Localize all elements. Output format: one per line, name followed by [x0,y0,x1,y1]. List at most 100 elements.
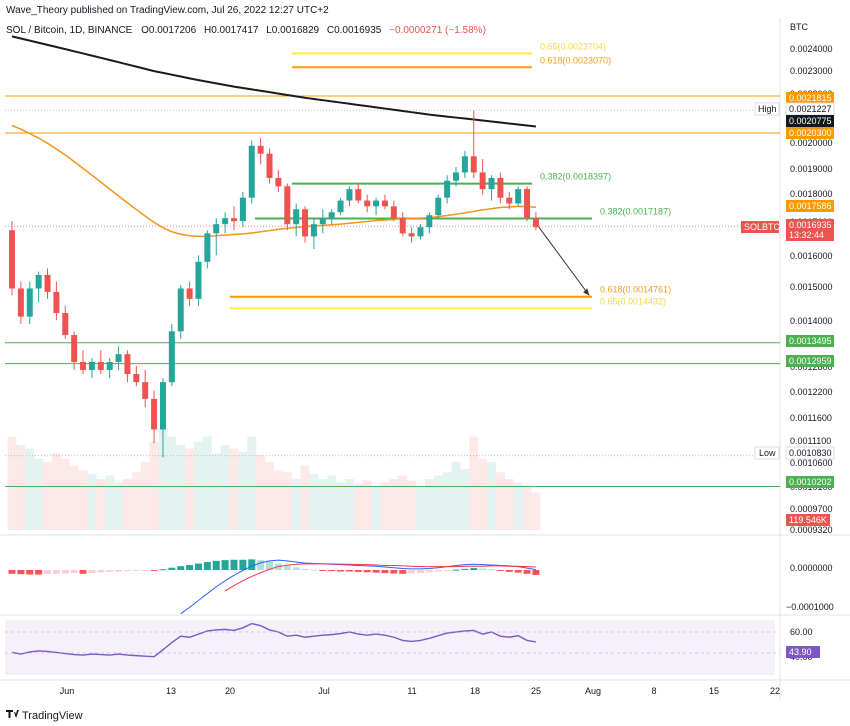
ohlc-change: −0.0000271 (−1.58%) [389,25,486,36]
candle-body [35,274,42,289]
candle-body [62,313,69,336]
price-tick-label: 0.0023000 [790,66,833,76]
candle-body [373,200,380,207]
candle-body [222,218,229,225]
candle-body [355,189,362,201]
candle-body [9,230,15,289]
fib-label-0618-top: 0.618(0.0023070) [540,55,611,65]
volume-bar [34,458,44,530]
macd-histogram-bar [123,570,131,572]
badge-level-2: 0.0020300 [789,128,832,138]
volume-bar [495,472,505,530]
macd-histogram-bar [310,569,318,571]
tradingview-logo: TradingView [6,710,83,722]
rsi-line [11,622,537,658]
candle-body [470,156,477,173]
candle-body [133,373,140,383]
price-tick-label: 0.0019000 [790,164,833,174]
price-tick-label: 0.0018000 [790,189,833,199]
volume-bar [123,479,132,530]
macd-histogram-bar [88,570,96,574]
volume-bar [185,448,195,530]
candle-body [168,331,175,383]
candle-body [177,288,184,332]
volume-bar [105,475,115,530]
volume-bar [487,462,496,530]
candle-body [328,212,335,219]
low-value: 0.0010830 [789,448,832,458]
fib-label-065-bottom: 0.65(0.0014432) [600,296,666,306]
fib-label-0618-bottom: 0.618(0.0014761) [600,285,671,295]
candle-body [293,209,300,225]
fib-labels: 0.65(0.0023704) 0.618(0.0023070) 0.382(0… [540,41,671,306]
candle-body [151,398,158,430]
macd-histogram-bar [248,559,256,570]
volume-bar [229,448,239,530]
volume-bar [291,479,301,530]
volume-bar [78,470,88,530]
macd-histogram-bar [8,570,16,574]
candle-body [17,288,24,317]
macd-histogram-bar [221,560,229,570]
price-tick-label: 0.0020000 [790,138,833,148]
symbol-badge: SOLBTC [744,222,781,232]
time-axis: Jun 13 20 Jul 11 18 25 Aug 8 15 22 [60,686,780,696]
candle-body [319,218,326,225]
candle-body [381,200,388,207]
candle-body [248,145,255,198]
candle-body [435,197,442,216]
price-tick-label: 0.0011600 [790,413,832,423]
macd-histogram-bar [79,570,87,574]
volume-bar [300,465,310,530]
time-tick-label: 15 [709,686,719,696]
fib-label-0382-upper: 0.382(0.0018397) [540,172,611,182]
macd-histogram-bar [257,560,265,570]
price-tick-label: 0.0016000 [790,251,833,261]
macd-signal-line [224,563,536,592]
volume-bar [433,475,443,530]
volume-bar [87,473,97,530]
volume-bar [140,462,150,530]
rsi-pane [5,622,780,658]
macd-histogram-bar [470,568,478,570]
candle-body [97,362,104,370]
volume-bar [51,453,61,530]
macd-histogram-bar [514,570,522,573]
time-tick-label: 20 [225,686,235,696]
macd-histogram-bar [35,570,43,575]
candle-body [417,227,424,237]
time-tick-label: 22 [770,686,780,696]
candles [9,110,539,458]
price-tick-label: 0.0009700 [790,504,833,514]
candle-body [524,189,531,219]
candle-body [115,354,122,362]
volume-bar [60,458,70,530]
candle-body [302,209,309,237]
volume-bar [282,472,292,530]
macd-histogram-bar [416,570,424,574]
time-tick-label: Jun [60,686,75,696]
ma200-line [11,35,537,128]
macd-histogram-bar [337,570,345,572]
macd-histogram-bar [443,570,451,571]
macd-tick-label: −0.0001000 [786,602,834,612]
volume-bar [513,482,523,530]
volume-bar [194,441,203,530]
volume-bar [211,453,221,530]
macd-histogram-bar [70,570,78,574]
badge-level-3: 0.0013495 [789,336,832,346]
volume-bar [202,436,212,530]
volume-bar [531,492,541,530]
macd-histogram-bar [408,570,416,574]
badge-level-1: 0.0021815 [789,93,832,103]
candle-body [231,218,237,222]
fib-label-065-top: 0.65(0.0023704) [540,41,606,51]
candle-body [186,288,193,299]
volume-bar [407,480,417,530]
candle-body [310,224,317,237]
symbol-name: SOL / Bitcoin, 1D, BINANCE [6,25,133,36]
candle-body [239,197,246,222]
candle-body [266,153,273,178]
price-tick-label: 0.0024000 [790,44,833,54]
volume-bar [25,448,35,530]
